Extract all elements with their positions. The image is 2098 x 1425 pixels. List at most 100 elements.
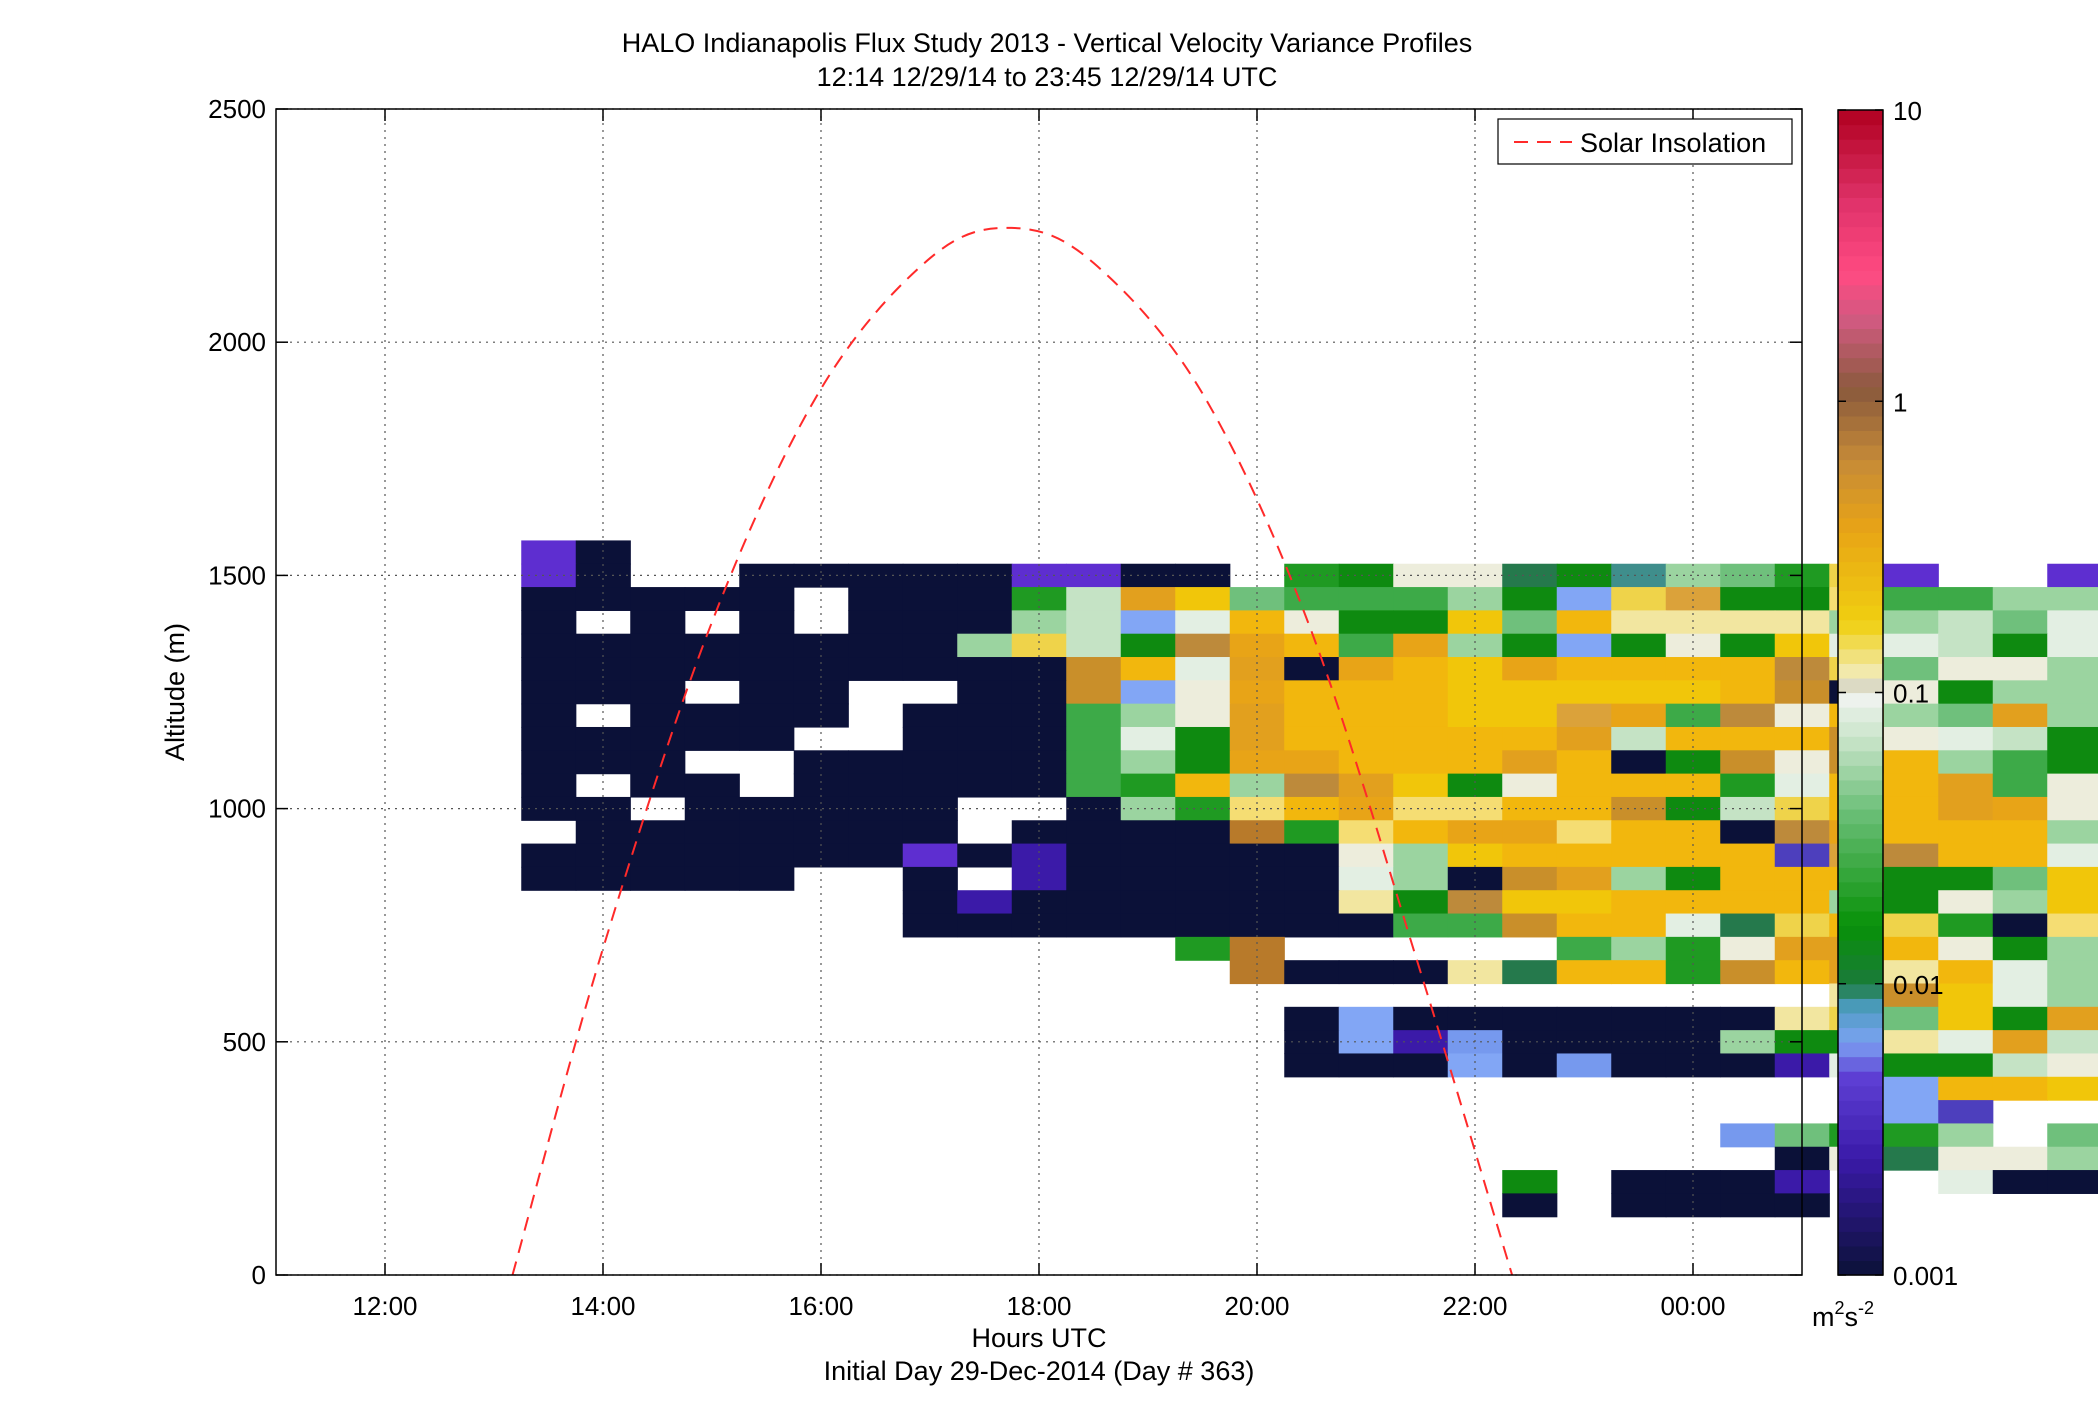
heatmap-cell bbox=[902, 750, 958, 775]
heatmap-cell bbox=[521, 610, 577, 635]
heatmap-cell bbox=[1175, 680, 1231, 705]
heatmap-cell bbox=[1556, 913, 1612, 938]
heatmap-cell bbox=[2047, 1123, 2098, 1148]
heatmap-cell bbox=[1502, 587, 1558, 611]
heatmap-cell bbox=[1447, 773, 1503, 798]
heatmap-cell bbox=[684, 726, 740, 751]
heatmap-cell bbox=[1502, 960, 1558, 985]
heatmap-cell bbox=[1883, 610, 1939, 635]
heatmap-cell bbox=[1338, 796, 1394, 821]
colorbar-segment bbox=[1838, 648, 1883, 664]
heatmap-cell bbox=[1992, 657, 2048, 681]
heatmap-cell bbox=[1120, 587, 1176, 611]
heatmap-cell bbox=[1611, 890, 1667, 915]
heatmap-cell bbox=[1556, 587, 1612, 611]
colorbar-ticks: 0.001 0.01 0.1 1 10 bbox=[1838, 96, 1958, 1291]
heatmap-cell bbox=[1938, 1146, 1994, 1171]
heatmap-cell bbox=[793, 657, 849, 681]
heatmap-cell bbox=[902, 633, 958, 658]
x-axis-label: Hours UTC bbox=[971, 1323, 1106, 1353]
heatmap-cell bbox=[1447, 680, 1503, 705]
chart-subtitle: 12:14 12/29/14 to 23:45 12/29/14 UTC bbox=[817, 62, 1278, 92]
heatmap-cell bbox=[575, 540, 631, 565]
heatmap-cell bbox=[2047, 1076, 2098, 1101]
heatmap-cell bbox=[1175, 773, 1231, 798]
heatmap-cell bbox=[902, 563, 958, 588]
heatmap-cell bbox=[1665, 1193, 1721, 1218]
heatmap-cell bbox=[1284, 633, 1340, 658]
heatmap-cell bbox=[902, 657, 958, 681]
heatmap-cell bbox=[1011, 820, 1067, 845]
heatmap-cell bbox=[1720, 610, 1776, 635]
x-axis-ticks: 12:00 14:00 16:00 18:00 20:00 22:00 00:00 bbox=[352, 109, 1726, 1321]
heatmap-cell bbox=[1938, 960, 1994, 985]
heatmap-cell bbox=[1011, 843, 1067, 868]
heatmap-cell bbox=[848, 610, 904, 635]
y-tick-label: 1500 bbox=[208, 560, 266, 590]
heatmap-cell bbox=[684, 843, 740, 868]
x-tick-label: 14:00 bbox=[570, 1291, 635, 1321]
heatmap-cell bbox=[1611, 726, 1667, 751]
heatmap-cell bbox=[1066, 913, 1122, 938]
heatmap-cell bbox=[1338, 610, 1394, 635]
heatmap-cell bbox=[1447, 657, 1503, 681]
y-tick-label: 0 bbox=[252, 1260, 266, 1290]
colorbar-segment bbox=[1838, 561, 1883, 577]
heatmap-cell bbox=[1556, 866, 1612, 891]
heatmap-cell bbox=[1338, 913, 1394, 938]
heatmap-cell bbox=[1938, 983, 1994, 1008]
heatmap-cell bbox=[2047, 1053, 2098, 1078]
legend-box bbox=[1497, 118, 1793, 165]
colorbar-segment bbox=[1838, 532, 1883, 548]
heatmap-cell bbox=[1665, 843, 1721, 868]
heatmap-cell bbox=[1938, 890, 1994, 915]
heatmap-cell bbox=[1611, 633, 1667, 658]
heatmap-cell bbox=[1120, 657, 1176, 681]
colorbar-segment bbox=[1838, 823, 1883, 839]
heatmap-cell bbox=[1338, 890, 1394, 915]
heatmap-cell bbox=[684, 587, 740, 611]
heatmap-cell bbox=[739, 633, 795, 658]
heatmap-cell bbox=[1938, 680, 1994, 705]
heatmap-cell bbox=[793, 820, 849, 845]
heatmap-cell bbox=[521, 587, 577, 611]
heatmap-cell bbox=[793, 680, 849, 705]
heatmap-cell bbox=[739, 866, 795, 891]
heatmap-cell bbox=[1720, 866, 1776, 891]
heatmap-cell bbox=[1611, 773, 1667, 798]
heatmap-cell bbox=[1229, 703, 1285, 728]
colorbar-segment bbox=[1838, 721, 1883, 737]
heatmap-cell bbox=[1447, 726, 1503, 751]
heatmap-cell bbox=[1938, 703, 1994, 728]
heatmap-cell bbox=[1284, 563, 1340, 588]
heatmap-cell bbox=[902, 703, 958, 728]
heatmap-cell bbox=[1284, 750, 1340, 775]
heatmap-cell bbox=[957, 680, 1013, 705]
heatmap-cell bbox=[1992, 960, 2048, 985]
heatmap-cell bbox=[1556, 843, 1612, 868]
heatmap-cell bbox=[1611, 820, 1667, 845]
heatmap-cell bbox=[1665, 703, 1721, 728]
heatmap-cell bbox=[1665, 960, 1721, 985]
heatmap-cell bbox=[521, 703, 577, 728]
heatmap-cell bbox=[793, 843, 849, 868]
y-tick-label: 2500 bbox=[208, 94, 266, 124]
colorbar-tick-label: 0.01 bbox=[1893, 970, 1944, 1000]
heatmap-cell bbox=[2047, 983, 2098, 1008]
x-tick-label: 16:00 bbox=[788, 1291, 853, 1321]
colorbar-segment bbox=[1838, 226, 1883, 242]
heatmap-cell bbox=[739, 587, 795, 611]
heatmap-cell bbox=[848, 633, 904, 658]
heatmap-cell bbox=[1992, 610, 2048, 635]
heatmap-cell bbox=[1720, 1170, 1776, 1194]
x-tick-label: 12:00 bbox=[352, 1291, 417, 1321]
heatmap-cell bbox=[684, 773, 740, 798]
heatmap-cell bbox=[1556, 1030, 1612, 1055]
heatmap-cell bbox=[1611, 680, 1667, 705]
heatmap-cell bbox=[957, 843, 1013, 868]
heatmap-cell bbox=[1447, 843, 1503, 868]
heatmap-cell bbox=[630, 820, 686, 845]
colorbar-segment bbox=[1838, 707, 1883, 723]
heatmap-cell bbox=[1120, 890, 1176, 915]
heatmap-cell bbox=[1502, 866, 1558, 891]
